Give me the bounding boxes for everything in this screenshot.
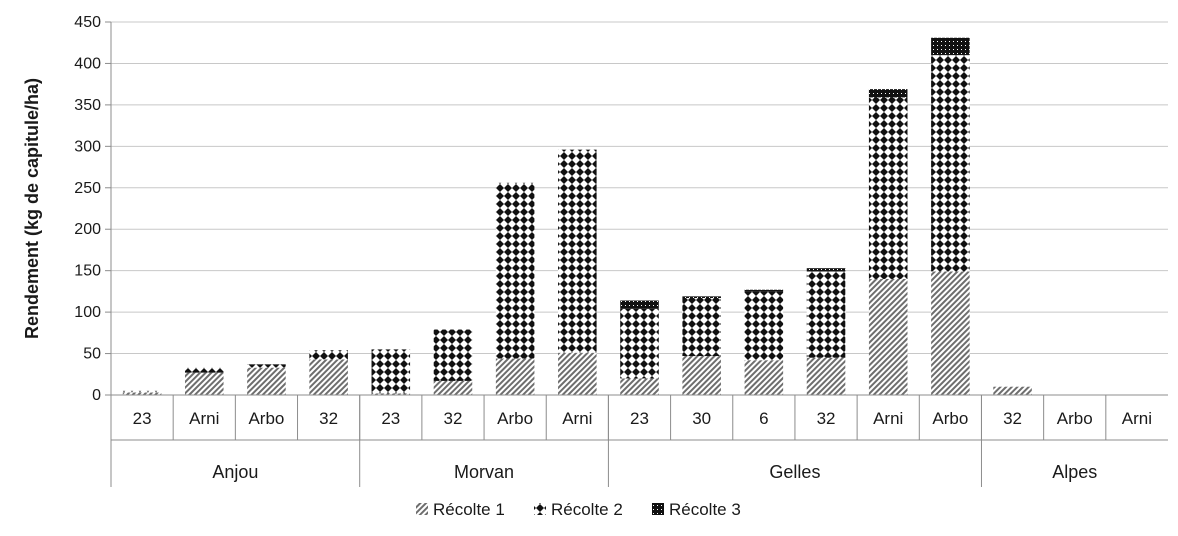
category-label: 23 bbox=[630, 409, 649, 428]
group-label: Alpes bbox=[1052, 462, 1097, 482]
legend-swatch-recolte-2 bbox=[534, 503, 546, 515]
bar-segment-recolte-1 bbox=[868, 278, 908, 395]
bar-segment-recolte-1 bbox=[931, 271, 970, 395]
bar-segment-recolte-3 bbox=[806, 268, 846, 272]
bar-segment-recolte-1 bbox=[744, 360, 784, 395]
bar-segment-recolte-2 bbox=[247, 364, 286, 368]
category-label: 32 bbox=[817, 409, 836, 428]
y-axis-title: Rendement (kg de capitule/ha) bbox=[22, 78, 42, 339]
y-tick-label: 250 bbox=[74, 180, 101, 197]
bar-segment-recolte-1 bbox=[558, 352, 597, 395]
bar-segment-recolte-3 bbox=[620, 300, 659, 309]
category-label: Arbo bbox=[932, 409, 968, 428]
bar-segment-recolte-1 bbox=[433, 380, 473, 395]
bar-segment-recolte-2 bbox=[744, 291, 784, 361]
y-tick-label: 350 bbox=[74, 97, 101, 114]
category-label: 32 bbox=[444, 409, 463, 428]
bar-segment-recolte-2 bbox=[931, 55, 970, 272]
bar-segment-recolte-2 bbox=[184, 367, 224, 373]
legend: Récolte 1 Récolte 2 Récolte 3 bbox=[416, 500, 741, 519]
category-label: 32 bbox=[1003, 409, 1022, 428]
category-label: Arni bbox=[189, 409, 219, 428]
bar-segment-recolte-2 bbox=[371, 349, 411, 394]
group-label: Gelles bbox=[769, 462, 820, 482]
category-label: 32 bbox=[319, 409, 338, 428]
bar-segment-recolte-1 bbox=[806, 357, 846, 395]
bar-segment-recolte-2 bbox=[495, 182, 535, 359]
bars bbox=[122, 37, 1032, 395]
bar-segment-recolte-3 bbox=[931, 37, 970, 56]
category-label: Arbo bbox=[1057, 409, 1093, 428]
bar-segment-recolte-2 bbox=[620, 308, 659, 379]
group-label: Morvan bbox=[454, 462, 514, 482]
y-tick-label: 100 bbox=[74, 304, 101, 321]
category-label: Arni bbox=[562, 409, 592, 428]
category-label: 23 bbox=[381, 409, 400, 428]
bar-segment-recolte-1 bbox=[309, 359, 348, 395]
y-tick-label: 450 bbox=[74, 14, 101, 31]
labels: 0 50 100 150 200 250 300 350 400 450 23 Arni Arbo 32 2… bbox=[22, 14, 1152, 482]
legend-swatch-recolte-3 bbox=[652, 503, 664, 515]
bar-segment-recolte-2 bbox=[868, 97, 908, 279]
bar-segment-recolte-1 bbox=[247, 367, 286, 395]
group-label: Anjou bbox=[212, 462, 258, 482]
legend-label-recolte-1: Récolte 1 bbox=[433, 500, 505, 519]
bar-segment-recolte-1 bbox=[620, 378, 659, 395]
y-tick-label: 0 bbox=[92, 387, 101, 404]
bar-segment-recolte-1 bbox=[371, 393, 411, 395]
legend-swatch-recolte-1 bbox=[416, 503, 428, 515]
gridlines bbox=[111, 21, 1168, 396]
bar-segment-recolte-1 bbox=[682, 356, 721, 395]
y-tick-label: 300 bbox=[74, 138, 101, 155]
y-tick-label: 150 bbox=[74, 263, 101, 280]
bar-segment-recolte-2 bbox=[122, 390, 162, 393]
y-tick-label: 200 bbox=[74, 221, 101, 238]
legend-label-recolte-2: Récolte 2 bbox=[551, 500, 623, 519]
bar-segment-recolte-3 bbox=[744, 289, 784, 292]
y-tick-label: 400 bbox=[74, 55, 101, 72]
category-label: Arni bbox=[873, 409, 903, 428]
category-label: 23 bbox=[133, 409, 152, 428]
bar-segment-recolte-2 bbox=[558, 149, 597, 353]
category-label: Arbo bbox=[497, 409, 533, 428]
category-label: 30 bbox=[692, 409, 711, 428]
bar-segment-recolte-2 bbox=[309, 350, 348, 360]
bar-segment-recolte-1 bbox=[495, 358, 535, 395]
bar-segment-recolte-3 bbox=[868, 89, 908, 98]
bar-segment-recolte-2 bbox=[806, 271, 846, 358]
category-label: Arbo bbox=[248, 409, 284, 428]
bar-segment-recolte-1 bbox=[122, 392, 162, 395]
bar-segment-recolte-1 bbox=[993, 386, 1032, 395]
bar-segment-recolte-1 bbox=[184, 372, 224, 395]
legend-label-recolte-3: Récolte 3 bbox=[669, 500, 741, 519]
bar-segment-recolte-2 bbox=[433, 329, 473, 381]
y-tick-label: 50 bbox=[83, 346, 101, 363]
bar-segment-recolte-2 bbox=[682, 298, 721, 357]
bar-segment-recolte-3 bbox=[682, 296, 721, 299]
axes bbox=[105, 21, 1168, 487]
category-label: 6 bbox=[759, 409, 768, 428]
category-label: Arni bbox=[1122, 409, 1152, 428]
